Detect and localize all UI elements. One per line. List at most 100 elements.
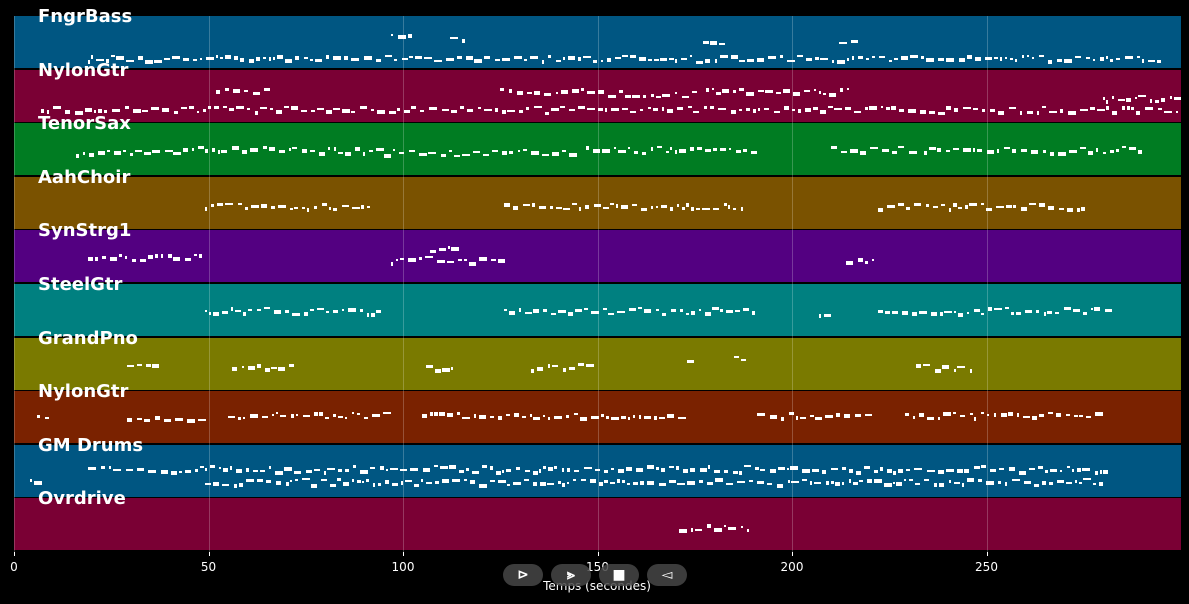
note-mark bbox=[278, 366, 286, 371]
note-mark bbox=[271, 367, 278, 370]
note-mark bbox=[760, 469, 766, 471]
note-mark bbox=[288, 363, 294, 367]
play-button[interactable]: ⊳ bbox=[503, 564, 543, 586]
note-mark bbox=[440, 154, 446, 157]
note-mark bbox=[1009, 57, 1013, 60]
note-mark bbox=[264, 368, 270, 373]
note-mark bbox=[1099, 482, 1104, 487]
note-mark bbox=[791, 480, 800, 483]
note-mark bbox=[216, 202, 223, 206]
note-mark bbox=[580, 478, 586, 481]
note-mark bbox=[523, 149, 528, 152]
note-mark bbox=[579, 207, 582, 212]
note-mark bbox=[87, 257, 93, 262]
note-mark bbox=[904, 412, 909, 416]
note-mark bbox=[343, 56, 348, 61]
note-mark bbox=[161, 254, 164, 259]
note-mark bbox=[790, 465, 799, 470]
note-mark bbox=[235, 469, 242, 474]
note-mark bbox=[434, 480, 439, 484]
note-mark bbox=[658, 482, 666, 486]
note-mark bbox=[881, 105, 884, 108]
note-mark bbox=[393, 148, 396, 151]
note-mark bbox=[1122, 106, 1126, 111]
note-mark bbox=[642, 94, 646, 98]
stop-button[interactable]: ■ bbox=[599, 564, 639, 586]
note-mark bbox=[1012, 204, 1016, 208]
note-mark bbox=[801, 468, 810, 473]
note-mark bbox=[887, 204, 896, 208]
note-mark bbox=[490, 480, 496, 483]
note-mark bbox=[848, 478, 851, 483]
note-mark bbox=[828, 105, 834, 108]
note-mark bbox=[725, 482, 733, 485]
note-mark bbox=[462, 416, 470, 419]
note-mark bbox=[651, 206, 654, 210]
note-mark bbox=[162, 108, 170, 113]
note-mark bbox=[269, 57, 272, 62]
note-mark bbox=[928, 111, 935, 115]
note-mark bbox=[391, 482, 398, 486]
note-mark bbox=[270, 108, 274, 111]
grid-line bbox=[208, 16, 210, 552]
note-mark bbox=[448, 465, 456, 470]
note-mark bbox=[838, 41, 847, 44]
track-lane bbox=[14, 498, 1181, 551]
note-mark bbox=[137, 363, 143, 366]
note-mark bbox=[670, 309, 676, 313]
note-mark bbox=[717, 107, 726, 110]
note-mark bbox=[285, 310, 290, 314]
note-mark bbox=[946, 58, 955, 63]
note-mark bbox=[344, 151, 351, 156]
note-mark bbox=[154, 59, 163, 63]
note-mark bbox=[1157, 60, 1162, 64]
note-mark bbox=[1063, 58, 1072, 63]
note-mark bbox=[1048, 111, 1057, 114]
note-mark bbox=[1037, 465, 1043, 469]
note-mark bbox=[184, 469, 191, 473]
note-mark bbox=[747, 528, 750, 532]
note-mark bbox=[260, 203, 267, 208]
x-tick-mark bbox=[986, 552, 988, 556]
note-mark bbox=[566, 482, 569, 485]
note-mark bbox=[967, 55, 972, 60]
note-mark bbox=[1099, 56, 1104, 61]
note-mark bbox=[391, 261, 394, 266]
note-mark bbox=[969, 413, 973, 416]
note-mark bbox=[495, 108, 499, 113]
note-mark bbox=[302, 415, 310, 418]
note-mark bbox=[148, 470, 157, 474]
note-mark bbox=[1117, 99, 1125, 102]
note-mark bbox=[1126, 105, 1130, 110]
note-mark bbox=[285, 482, 289, 486]
note-mark bbox=[738, 87, 744, 91]
note-mark bbox=[254, 110, 258, 115]
note-mark bbox=[87, 466, 96, 470]
note-mark bbox=[953, 203, 958, 208]
note-mark bbox=[614, 147, 617, 150]
fast-forward-button[interactable]: ⪢ bbox=[551, 564, 591, 586]
note-mark bbox=[163, 418, 171, 422]
note-mark bbox=[976, 148, 982, 152]
track-label: NylonGtr bbox=[38, 381, 129, 403]
note-mark bbox=[1096, 148, 1099, 153]
note-mark bbox=[654, 58, 660, 61]
note-mark bbox=[813, 89, 816, 92]
note-mark bbox=[513, 412, 519, 417]
note-mark bbox=[586, 364, 595, 368]
note-mark bbox=[271, 206, 276, 210]
note-mark bbox=[994, 307, 1002, 310]
note-mark bbox=[1008, 107, 1016, 110]
note-mark bbox=[1028, 202, 1036, 205]
rewind-button[interactable]: ◅ bbox=[647, 564, 687, 586]
note-mark bbox=[1050, 469, 1058, 473]
note-mark bbox=[567, 311, 573, 316]
note-mark bbox=[248, 366, 256, 371]
note-mark bbox=[348, 308, 357, 313]
note-mark bbox=[1095, 412, 1104, 417]
note-mark bbox=[548, 467, 554, 472]
note-mark bbox=[788, 411, 794, 415]
note-mark bbox=[377, 109, 386, 114]
note-mark bbox=[504, 309, 508, 312]
track-label: AahChoir bbox=[38, 166, 131, 188]
